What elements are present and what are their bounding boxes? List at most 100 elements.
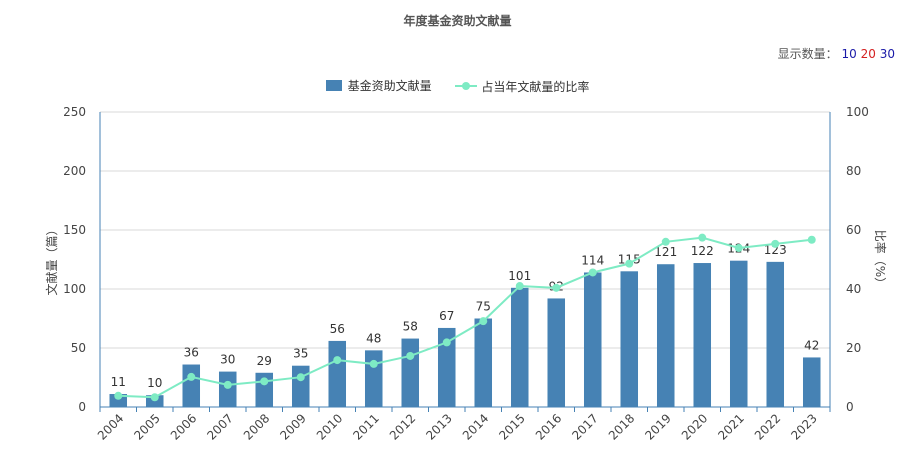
y2-tick-label: 60 [846,223,861,237]
ratio-point [552,283,561,292]
x-tick-label: 2007 [204,411,235,442]
y-tick-label: 150 [63,223,86,237]
x-tick-label: 2019 [642,411,673,442]
x-tick-label: 2011 [350,411,381,442]
ratio-point [734,243,743,252]
count-option-10[interactable]: 10 [841,47,857,61]
bar-data-label: 101 [508,269,531,283]
x-tick-label: 2009 [277,411,308,442]
bar [182,364,201,407]
ratio-point [588,268,597,277]
bar [693,263,712,407]
bar-data-label: 11 [111,375,126,389]
ratio-point [515,282,524,291]
ratio-point [698,233,707,242]
x-tick-label: 2006 [168,411,199,442]
bar-data-label: 35 [293,347,308,361]
bar-data-label: 58 [403,320,418,334]
ratio-point [114,391,123,400]
legend: 基金资助文献量 占当年文献量的比率 [0,77,915,95]
y2-tick-label: 40 [846,282,861,296]
bar-data-label: 67 [439,309,454,323]
ratio-point [479,317,488,326]
bar [109,394,128,407]
x-tick-label: 2022 [752,411,783,442]
display-count-control: 显示数量： 10 20 30 [778,45,895,62]
y-tick-label: 100 [63,282,86,296]
x-tick-label: 2013 [423,411,454,442]
bar [255,372,274,407]
y-axis-title: 文献量（篇） [44,223,59,295]
bar [802,357,821,407]
bar-data-label: 75 [476,300,491,314]
ratio-point [406,351,415,360]
legend-line-label: 占当年文献量的比率 [481,79,590,94]
bar-data-label: 122 [691,244,714,258]
legend-entry-bar[interactable]: 基金资助文献量 [325,77,432,94]
x-tick-label: 2018 [606,411,637,442]
bar-data-label: 123 [764,243,787,257]
y2-tick-label: 0 [846,400,854,414]
bar [510,287,529,407]
bar-data-label: 48 [366,331,381,345]
bar [401,338,420,407]
y-tick-label: 0 [78,400,86,414]
x-tick-label: 2004 [95,411,126,442]
x-tick-label: 2017 [569,411,600,442]
bar [291,365,310,407]
x-tick-label: 2021 [715,411,746,442]
bar-data-label: 29 [257,354,272,368]
ratio-point [625,259,634,268]
bar-data-label: 92 [549,279,564,293]
ratio-point [661,237,670,246]
x-tick-label: 2010 [314,411,345,442]
ratio-point [223,380,232,389]
bar [328,340,347,407]
count-option-30[interactable]: 30 [879,47,895,61]
legend-line-swatch [455,82,478,90]
y-tick-label: 250 [63,105,86,119]
bar [729,260,748,407]
bar-data-label: 42 [804,338,819,352]
x-tick-label: 2005 [131,411,162,442]
x-tick-label: 2023 [788,411,819,442]
bar [474,318,493,407]
count-option-20[interactable]: 20 [860,47,876,61]
x-tick-label: 2016 [533,411,564,442]
legend-bar-swatch [325,80,342,91]
bar-data-label: 30 [220,353,235,367]
bar-data-label: 114 [581,253,604,267]
ratio-point [442,338,451,347]
ratio-point [260,377,269,386]
ratio-point [296,373,305,382]
bar [218,371,237,407]
ratio-point [369,359,378,368]
y2-tick-label: 80 [846,164,861,178]
bar-data-label: 56 [330,322,345,336]
chart-title: 年度基金资助文献量 [403,14,512,28]
bar-data-label: 10 [147,376,162,390]
x-tick-label: 2012 [387,411,418,442]
legend-entry-line[interactable]: 占当年文献量的比率 [455,78,589,95]
ratio-point [771,239,780,248]
y-tick-label: 200 [63,164,86,178]
ratio-point [807,235,816,244]
y2-tick-label: 20 [846,341,861,355]
bar [145,395,164,407]
legend-bar-label: 基金资助文献量 [347,79,432,93]
y2-axis-title: 比率（%） [873,230,888,289]
y-tick-label: 50 [71,341,86,355]
display-count-label: 显示数量： [777,47,838,61]
bar-data-label: 121 [654,245,677,259]
x-tick-label: 2015 [496,411,527,442]
bar [766,261,785,407]
x-tick-label: 2008 [241,411,272,442]
x-tick-label: 2020 [679,411,710,442]
ratio-point [150,393,159,402]
ratio-line [118,236,812,399]
ratio-point [187,372,196,381]
bar [656,264,675,407]
bar [620,271,639,407]
